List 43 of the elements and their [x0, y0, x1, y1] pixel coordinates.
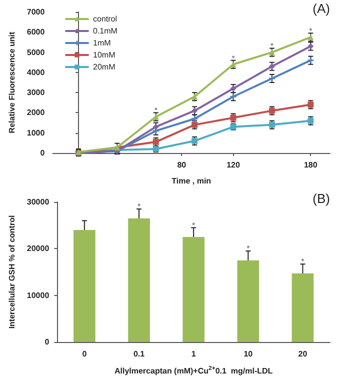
y-tick-label: 0 [44, 338, 50, 346]
x-axis-title: Time , min [172, 176, 212, 186]
annotation: * [301, 257, 304, 266]
annotation: * [137, 202, 141, 212]
x-tick-label: 10 [244, 350, 254, 358]
bar [74, 230, 96, 342]
y-tick-label: 1000 [26, 128, 46, 138]
y-tick-label: 5000 [26, 48, 46, 57]
y-axis-title: Intercellular GSH % of control [8, 215, 16, 329]
x-tick-label: 0.1 [133, 350, 146, 358]
annotation: * [246, 244, 250, 254]
y-tick-label: 3000 [26, 88, 46, 98]
annotation: * [232, 54, 235, 63]
y-tick-label: 7000 [26, 8, 46, 16]
x-tick-label: 120 [226, 160, 240, 170]
y-tick-label: 30000 [26, 198, 50, 206]
legend-label: 0.1mM [93, 26, 118, 36]
bar [128, 218, 150, 342]
legend-label: 20mM [93, 62, 116, 72]
annotation: * [309, 26, 312, 36]
y-tick-label: 20000 [26, 244, 50, 254]
y-tick-label: 10000 [26, 290, 50, 300]
y-axis-title: Relative Fluorescence unit [8, 31, 16, 134]
x-tick-label: 0 [82, 350, 88, 358]
y-tick-label: 6000 [26, 28, 46, 37]
x-tick-label: 180 [304, 160, 318, 170]
x-tick-label: 1 [191, 350, 196, 358]
annotation: * [270, 42, 274, 51]
y-tick-label: 0 [40, 148, 46, 158]
legend-label: control [93, 14, 118, 24]
bar [182, 237, 204, 342]
annotation: * [192, 220, 196, 230]
y-tick-label: 4000 [26, 68, 46, 77]
x-tick-label: 80 [177, 160, 187, 170]
annotation: (A) [312, 1, 330, 16]
annotation: (B) [312, 191, 330, 206]
legend-label: 10mM [93, 50, 116, 60]
y-tick-label: 2000 [26, 108, 46, 118]
legend-label: 1mM [93, 38, 112, 48]
x-tick-label: 20 [298, 350, 308, 358]
bar [292, 273, 314, 342]
annotation: * [154, 106, 158, 116]
bar [237, 260, 260, 342]
